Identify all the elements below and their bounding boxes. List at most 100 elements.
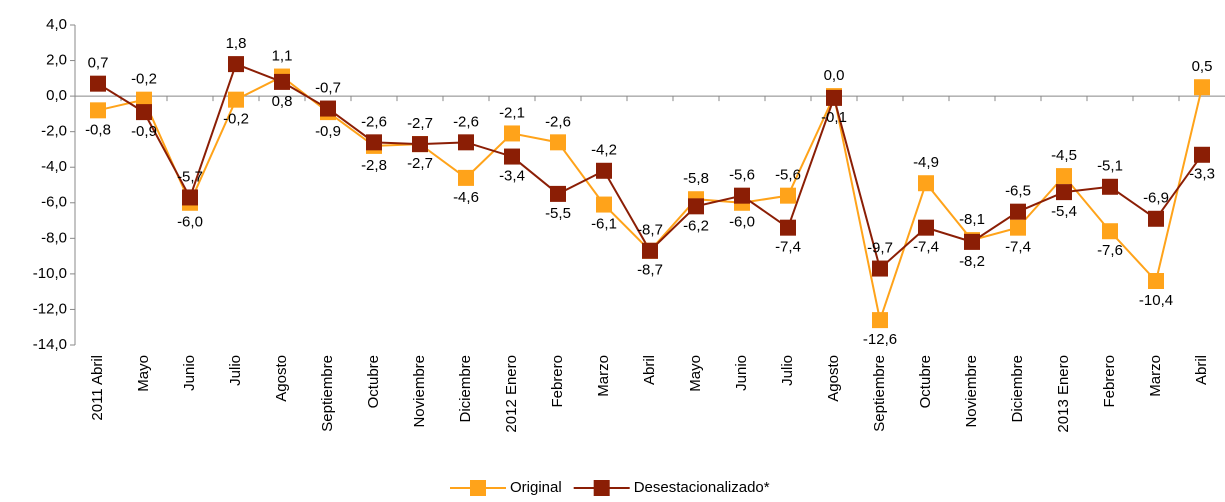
y-tick-label: -10,0 [33, 265, 67, 282]
x-tick-label: Abril [1193, 355, 1210, 385]
data-label: -8,7 [637, 222, 663, 239]
marker [642, 242, 658, 259]
marker [228, 91, 244, 108]
data-label: -2,6 [361, 113, 387, 130]
data-label: -0,7 [315, 80, 341, 97]
marker [458, 169, 474, 186]
x-tick-label: Julio [227, 355, 244, 386]
marker [136, 104, 152, 121]
marker [734, 187, 750, 204]
y-tick-label: 4,0 [46, 16, 67, 33]
marker [872, 260, 888, 277]
data-label: -5,6 [775, 167, 801, 184]
data-label: 1,1 [272, 48, 293, 65]
marker [1010, 203, 1026, 220]
marker [1102, 223, 1118, 240]
x-tick-label: 2013 Enero [1055, 355, 1072, 433]
data-label: -6,5 [1005, 183, 1031, 200]
marker [780, 187, 796, 204]
data-label: -3,4 [499, 168, 525, 185]
data-label: -0,9 [131, 123, 157, 140]
legend-marker [593, 480, 610, 496]
data-label: -5,5 [545, 205, 571, 222]
data-label: -3,3 [1189, 166, 1215, 183]
data-label: 1,8 [226, 35, 247, 52]
data-label: -8,1 [959, 211, 985, 228]
marker [274, 73, 290, 90]
x-tick-label: Octubre [917, 355, 934, 408]
data-label: 0,7 [88, 55, 109, 72]
x-tick-label: Septiembre [871, 355, 888, 432]
y-tick-label: -4,0 [41, 158, 67, 175]
data-label: -0,2 [131, 71, 157, 88]
data-label: -4,2 [591, 142, 617, 159]
x-tick-label: Noviembre [963, 355, 980, 428]
x-tick-label: Octubre [365, 355, 382, 408]
y-tick-label: -12,0 [33, 300, 67, 317]
marker [1194, 146, 1210, 163]
marker [320, 100, 336, 117]
marker [504, 148, 520, 165]
x-tick-label: Mayo [687, 355, 704, 392]
data-label: -2,7 [407, 155, 433, 172]
data-label: -0,1 [821, 109, 847, 126]
data-label: -4,9 [913, 154, 939, 171]
marker [136, 91, 152, 108]
data-label: -5,7 [177, 168, 203, 185]
x-tick-label: Marzo [1147, 355, 1164, 397]
series-line [97, 75, 1203, 324]
data-label: -4,5 [1051, 147, 1077, 164]
marker [872, 312, 888, 329]
data-label: -7,4 [913, 239, 939, 256]
data-label: -9,7 [867, 240, 893, 257]
marker [826, 89, 842, 106]
marker [1056, 184, 1072, 201]
marker [182, 189, 198, 206]
y-tick-label: -8,0 [41, 229, 67, 246]
marker [1194, 79, 1210, 96]
data-label: 0,8 [272, 93, 293, 110]
legend: Original Desestacionalizado* [450, 479, 770, 496]
x-tick-label: Junio [181, 355, 198, 391]
x-tick-label: 2011 Abril [89, 355, 106, 421]
data-label: -0,8 [85, 121, 111, 138]
marker [780, 219, 796, 236]
marker [1010, 219, 1026, 236]
marker [1102, 178, 1118, 195]
marker [550, 185, 566, 202]
x-tick-label: 2012 Enero [503, 355, 520, 433]
marker [228, 56, 244, 73]
data-label: -7,6 [1097, 242, 1123, 259]
data-label: -6,9 [1143, 190, 1169, 207]
x-tick-label: Marzo [595, 355, 612, 397]
y-tick-label: -14,0 [33, 336, 67, 353]
data-label: -7,4 [775, 239, 801, 256]
legend-label: Desestacionalizado* [634, 479, 770, 496]
data-label: 0,0 [824, 67, 845, 84]
marker [550, 134, 566, 151]
marker [458, 134, 474, 151]
legend-marker [470, 480, 486, 496]
data-label: -5,4 [1051, 203, 1077, 220]
marker [504, 125, 520, 142]
x-tick-label: Febrero [549, 355, 566, 408]
x-tick-label: Julio [779, 355, 796, 386]
marker [596, 162, 612, 179]
marker [366, 134, 382, 151]
x-tick-label: Noviembre [411, 355, 428, 428]
marker [1148, 273, 1164, 289]
data-label: 0,5 [1192, 58, 1213, 75]
data-label: -6,2 [683, 217, 709, 234]
x-tick-label: Febrero [1101, 355, 1118, 408]
data-label: -5,1 [1097, 158, 1123, 175]
x-tick-label: Junio [733, 355, 750, 391]
data-label: -0,9 [315, 123, 341, 140]
y-tick-label: 0,0 [46, 87, 67, 104]
data-label: -2,6 [545, 113, 571, 130]
x-tick-label: Diciembre [457, 355, 474, 423]
data-label: -5,6 [729, 167, 755, 184]
data-label: -8,7 [637, 262, 663, 279]
marker [596, 196, 612, 213]
marker [1148, 210, 1164, 227]
